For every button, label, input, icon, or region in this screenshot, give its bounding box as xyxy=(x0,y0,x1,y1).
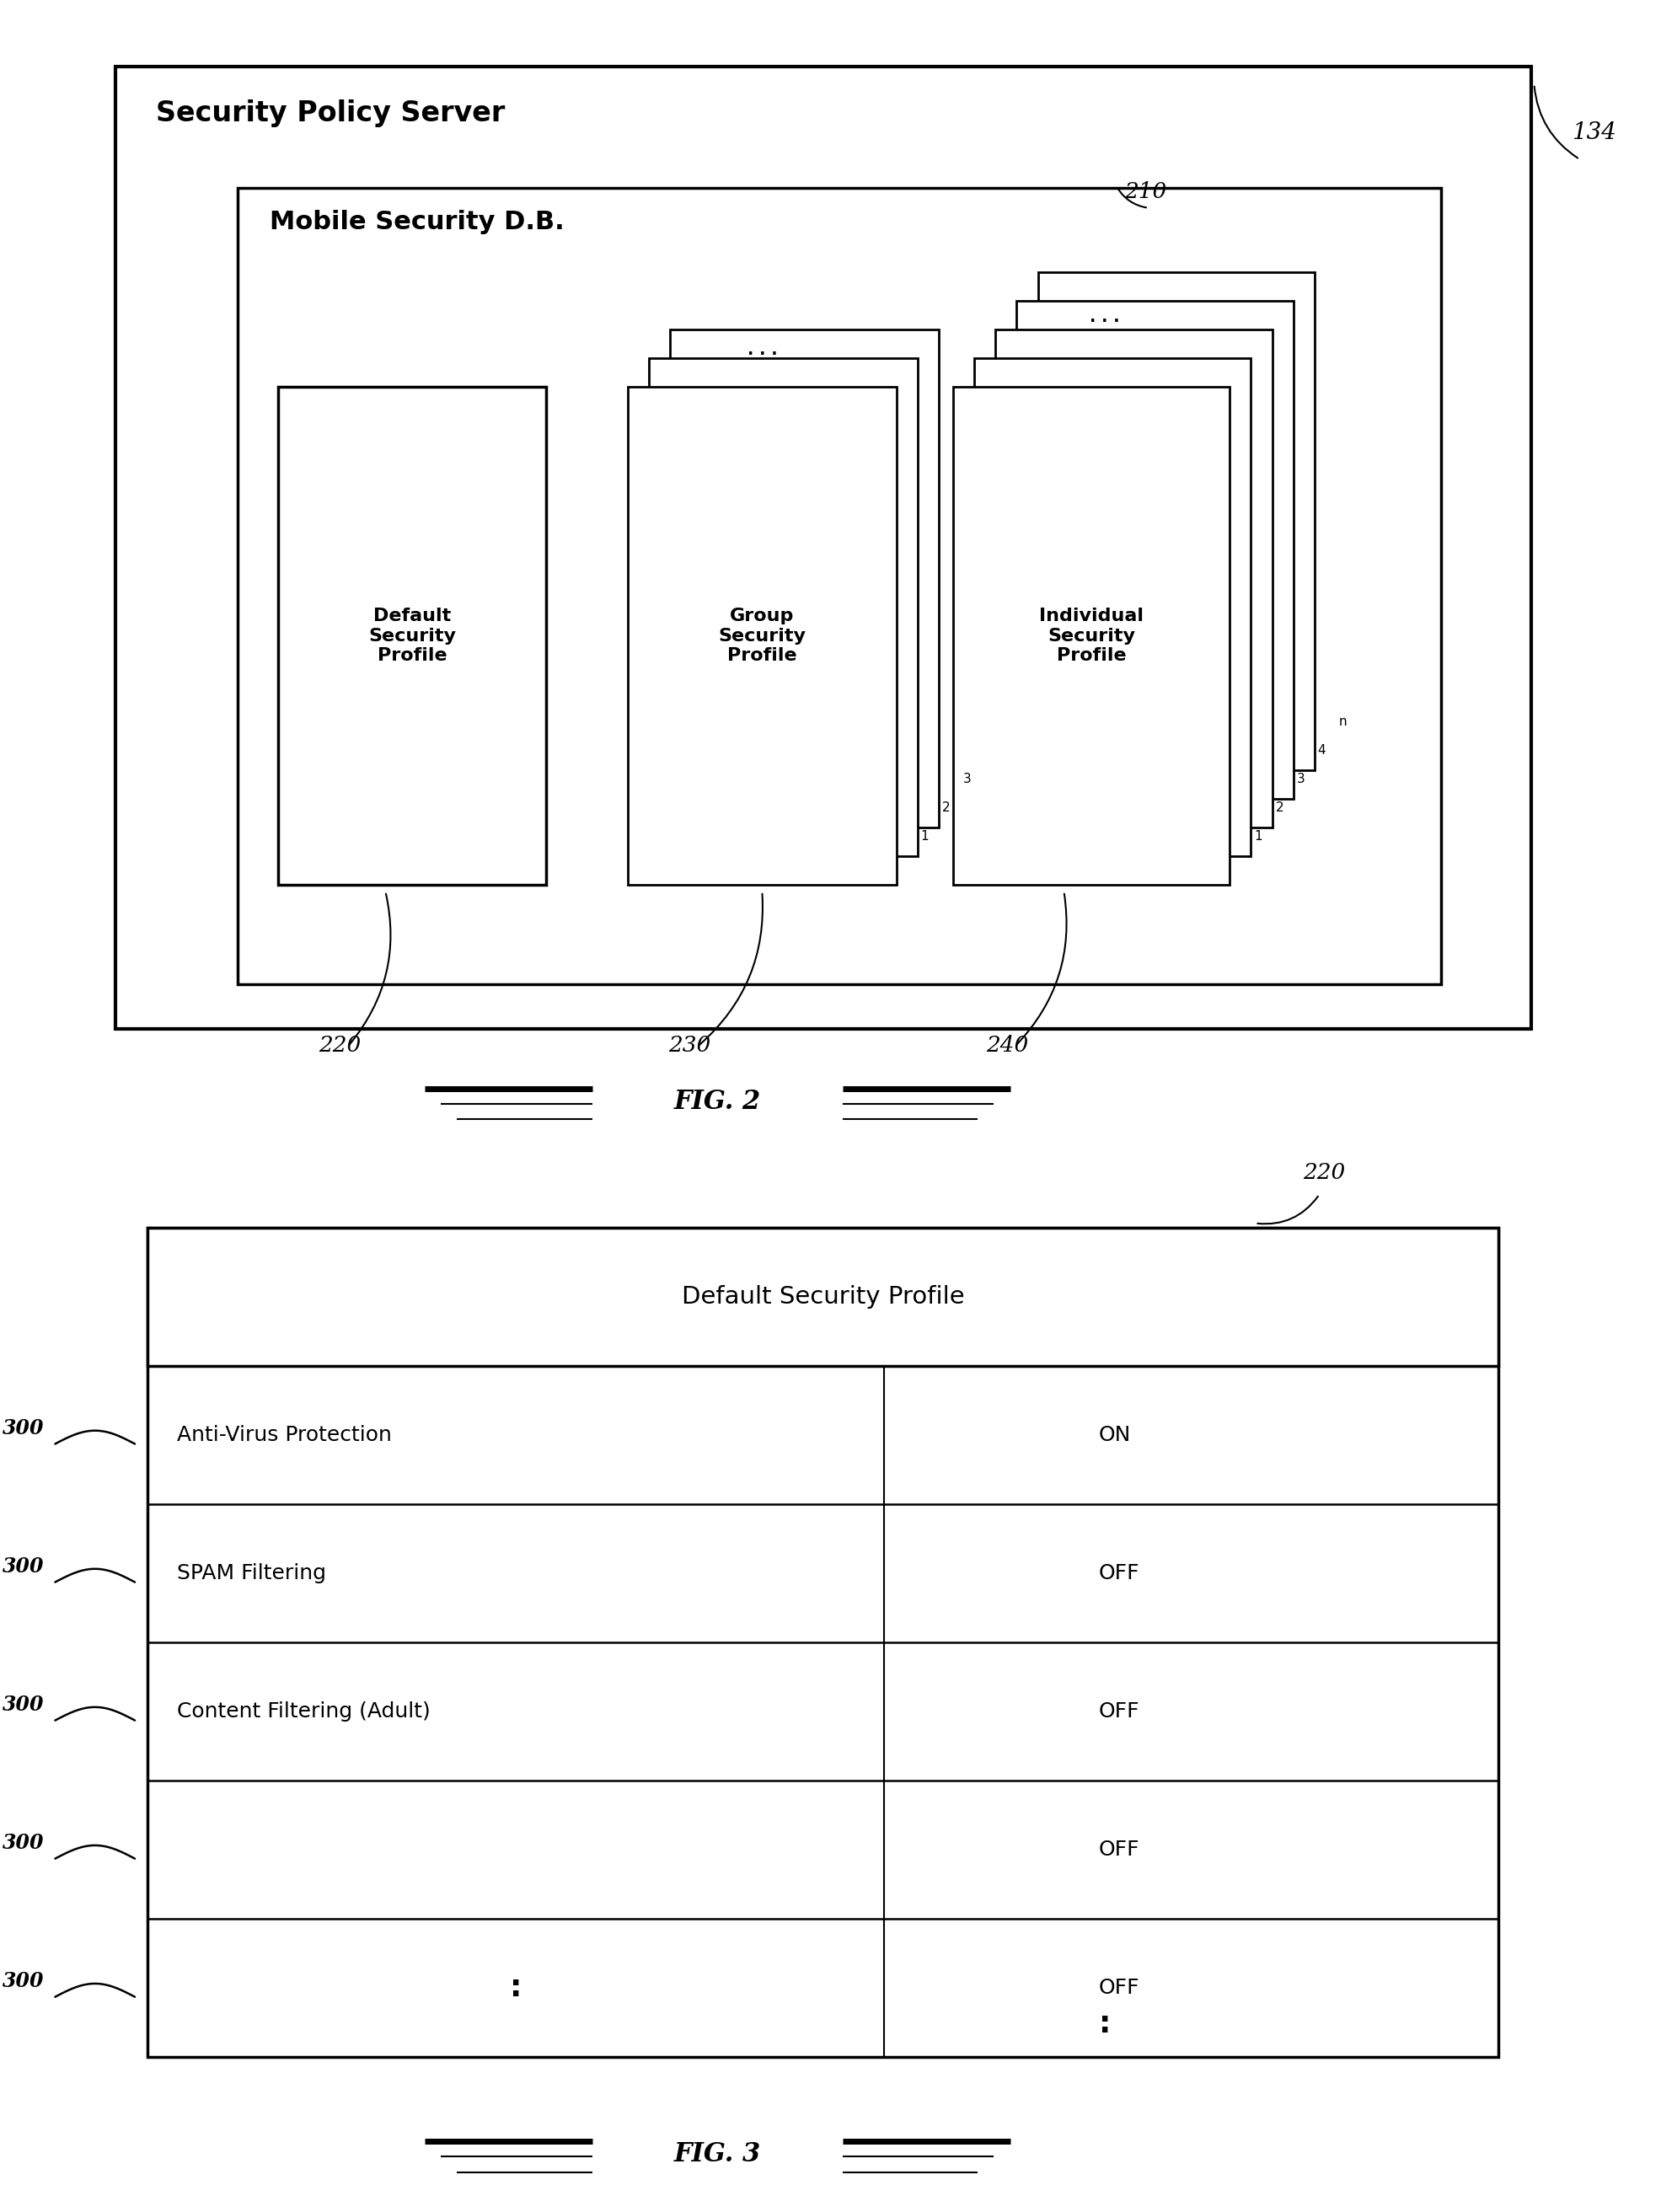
Bar xyxy=(995,330,1272,827)
Text: OFF: OFF xyxy=(1100,1840,1139,1860)
Text: . . .: . . . xyxy=(747,343,777,358)
Text: SPAM Filtering: SPAM Filtering xyxy=(178,1564,326,1584)
Bar xyxy=(1017,301,1294,799)
Text: 4: 4 xyxy=(1317,743,1325,757)
Text: 1: 1 xyxy=(920,830,928,843)
Bar xyxy=(628,387,897,885)
Text: FIG. 3: FIG. 3 xyxy=(674,2141,761,2168)
Text: 220: 220 xyxy=(1304,1161,1345,1183)
Text: 220: 220 xyxy=(319,1035,360,1057)
Bar xyxy=(115,66,1531,1029)
Text: Anti-Virus Protection: Anti-Virus Protection xyxy=(178,1425,392,1444)
Text: 210: 210 xyxy=(1124,181,1166,204)
Bar xyxy=(649,358,917,856)
Text: Group
Security
Profile: Group Security Profile xyxy=(718,608,806,664)
Text: OFF: OFF xyxy=(1100,1978,1139,1997)
Bar xyxy=(975,358,1251,856)
Text: . . .: . . . xyxy=(1090,310,1120,325)
Text: Default Security Profile: Default Security Profile xyxy=(681,1285,965,1310)
Text: :: : xyxy=(510,1973,522,2002)
Text: 300: 300 xyxy=(2,1834,43,1854)
Text: 300: 300 xyxy=(2,1694,43,1714)
Text: OFF: OFF xyxy=(1100,1701,1139,1721)
Text: Content Filtering (Adult): Content Filtering (Adult) xyxy=(178,1701,430,1721)
Bar xyxy=(669,330,938,827)
Bar xyxy=(1038,272,1314,770)
Bar xyxy=(277,387,546,885)
Bar xyxy=(148,1228,1498,1365)
Text: 2: 2 xyxy=(1276,801,1284,814)
Text: Individual
Security
Profile: Individual Security Profile xyxy=(1040,608,1144,664)
Bar xyxy=(953,387,1229,885)
Text: 3: 3 xyxy=(1297,772,1306,785)
Text: 300: 300 xyxy=(2,1418,43,1438)
Text: FIG. 2: FIG. 2 xyxy=(674,1088,761,1115)
Text: OFF: OFF xyxy=(1100,1564,1139,1584)
Text: 134: 134 xyxy=(1571,122,1616,144)
Text: 1: 1 xyxy=(1254,830,1262,843)
Text: ON: ON xyxy=(1100,1425,1131,1444)
Text: 300: 300 xyxy=(2,1557,43,1577)
Text: n: n xyxy=(1339,714,1347,728)
Text: 230: 230 xyxy=(668,1035,711,1057)
Text: :: : xyxy=(1100,2011,1111,2037)
Bar xyxy=(148,1228,1498,2057)
Bar xyxy=(238,188,1442,984)
Text: 2: 2 xyxy=(942,801,950,814)
Text: 300: 300 xyxy=(2,1971,43,1991)
Text: Default
Security
Profile: Default Security Profile xyxy=(369,608,457,664)
Text: Security Policy Server: Security Policy Server xyxy=(156,100,505,128)
Text: Mobile Security D.B.: Mobile Security D.B. xyxy=(269,210,565,234)
Text: 240: 240 xyxy=(985,1035,1028,1057)
Text: 3: 3 xyxy=(963,772,972,785)
